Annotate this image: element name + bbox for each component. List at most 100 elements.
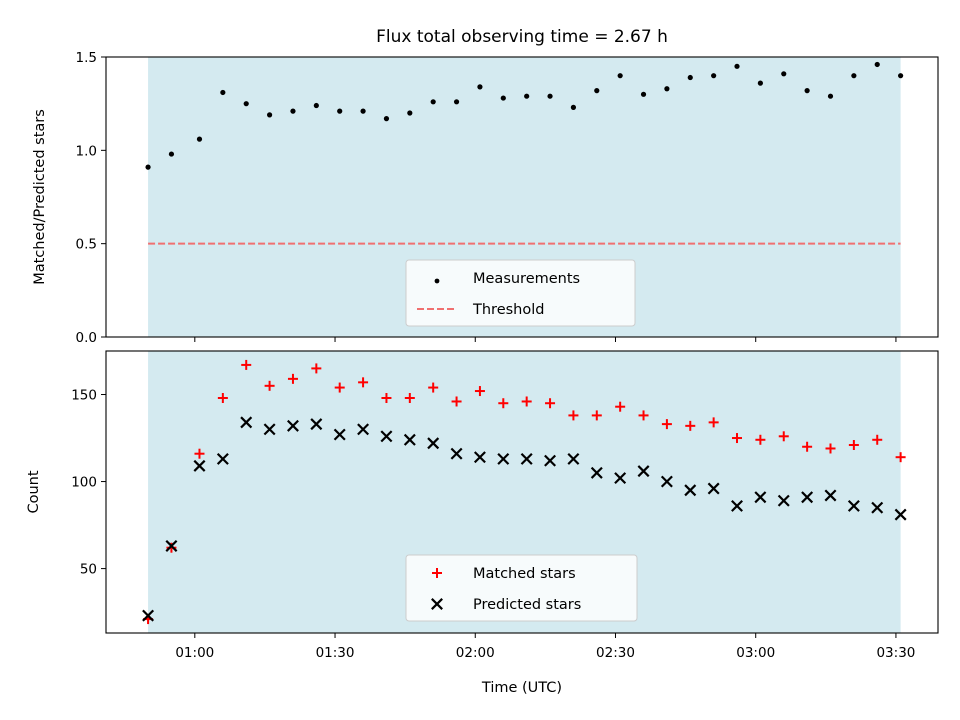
matched-star-marker xyxy=(474,386,485,397)
matched-star-marker xyxy=(498,398,509,409)
legend-label: Predicted stars xyxy=(473,597,581,613)
predicted-marker-b xyxy=(165,539,178,552)
predicted-marker-b xyxy=(380,430,393,443)
x-tick-label: 02:30 xyxy=(596,645,635,661)
matched-star-marker xyxy=(755,434,766,445)
matched-star-marker xyxy=(545,398,556,409)
predicted-marker-b xyxy=(707,482,720,495)
predicted-marker-b xyxy=(310,418,323,431)
predicted-star-marker xyxy=(142,609,155,622)
predicted-star-marker xyxy=(684,484,697,497)
measurement-point xyxy=(827,93,834,99)
measurement-point xyxy=(570,104,577,110)
measurement-point xyxy=(687,74,693,81)
predicted-marker-b xyxy=(286,419,299,432)
predicted-star-marker xyxy=(263,423,276,436)
measurement-point xyxy=(196,136,203,142)
predicted-star-marker xyxy=(357,423,370,436)
predicted-marker-b xyxy=(427,437,440,450)
y-tick-label: 1.0 xyxy=(76,143,97,159)
x-tick-label: 01:30 xyxy=(316,645,355,661)
matched-star-marker xyxy=(568,410,579,421)
measurement-point xyxy=(757,80,763,86)
measurement-point xyxy=(243,101,249,107)
y-axis-label: Matched/Predicted stars xyxy=(32,109,48,285)
matched-star-marker xyxy=(802,441,813,452)
legend: Matched stars Predicted stars xyxy=(405,554,638,622)
matched-star-marker xyxy=(685,420,696,431)
predicted-star-marker xyxy=(754,491,767,504)
matched-star-marker xyxy=(404,393,415,403)
matched-star-marker xyxy=(638,410,649,421)
predicted-marker-b xyxy=(590,466,603,479)
predicted-star-marker xyxy=(567,452,580,465)
measurement-point xyxy=(617,73,623,79)
matched-star-marker xyxy=(778,431,789,442)
legend-measurement-marker xyxy=(434,278,440,284)
predicted-marker-b xyxy=(142,609,155,622)
predicted-star-marker xyxy=(240,416,253,429)
measurement-point xyxy=(290,108,296,114)
y-tick-label: 50 xyxy=(80,562,97,578)
predicted-star-marker xyxy=(707,482,720,495)
ratio-panel: 0.0 0.5 1.0 1.5 Matched/Predicted stars Measu… xyxy=(32,50,939,346)
measurement-point xyxy=(407,110,413,116)
predicted-marker-b xyxy=(637,465,650,478)
chart-title: Flux total observing time = 2.67 h xyxy=(376,27,668,47)
y-tick-label: 0.0 xyxy=(76,330,97,346)
matched-star-marker xyxy=(381,393,392,403)
matched-star-marker xyxy=(166,542,177,553)
predicted-marker-b xyxy=(216,452,229,465)
predicted-marker-b xyxy=(357,423,370,436)
predicted-star-marker xyxy=(871,501,884,514)
predicted-star-marker xyxy=(380,430,393,443)
predicted-marker-b xyxy=(240,416,253,429)
matched-star-marker xyxy=(358,377,369,388)
predicted-marker-b xyxy=(450,447,463,460)
x-tick-label: 03:00 xyxy=(736,645,775,661)
predicted-marker-b xyxy=(497,452,510,465)
predicted-marker-b xyxy=(684,484,697,497)
predicted-marker-b xyxy=(660,475,673,488)
predicted-marker-b xyxy=(824,489,837,502)
measurement-point xyxy=(898,73,904,79)
predicted-marker-b xyxy=(754,491,767,504)
y-tick-label: 150 xyxy=(71,388,97,404)
predicted-marker-b xyxy=(473,451,486,464)
measurement-point xyxy=(547,93,553,99)
matched-star-marker xyxy=(451,396,462,407)
predicted-star-marker xyxy=(427,437,440,450)
predicted-star-marker xyxy=(777,494,790,507)
predicted-star-marker xyxy=(193,459,206,472)
matched-star-marker xyxy=(895,452,906,463)
axes-frame xyxy=(105,56,939,338)
predicted-marker-b xyxy=(567,452,580,465)
legend-label: Measurements xyxy=(473,271,580,287)
predicted-marker-b xyxy=(614,472,627,485)
predicted-marker-b xyxy=(193,459,206,472)
predicted-marker-b xyxy=(544,454,557,467)
legend-box xyxy=(405,259,636,327)
predicted-star-marker xyxy=(637,465,650,478)
x-tick-label: 01:00 xyxy=(175,645,214,661)
matched-star-marker xyxy=(661,419,672,430)
predicted-star-marker xyxy=(731,499,743,512)
predicted-star-marker xyxy=(660,475,673,488)
matched-star-marker xyxy=(591,410,602,421)
predicted-star-marker xyxy=(450,447,463,460)
measurement-point xyxy=(383,116,390,122)
measurement-point xyxy=(711,73,717,79)
matched-star-marker xyxy=(732,433,743,444)
y-tick-label: 0.5 xyxy=(76,237,97,253)
predicted-marker-b xyxy=(871,501,884,514)
measurement-point xyxy=(524,93,530,99)
legend-box xyxy=(405,554,638,622)
predicted-star-marker xyxy=(544,454,557,467)
measurement-point xyxy=(734,63,740,69)
predicted-marker-b xyxy=(263,423,276,436)
predicted-marker-b xyxy=(403,433,416,446)
predicted-star-marker xyxy=(286,419,299,432)
matched-star-marker xyxy=(872,434,883,445)
predicted-star-marker xyxy=(614,472,627,485)
